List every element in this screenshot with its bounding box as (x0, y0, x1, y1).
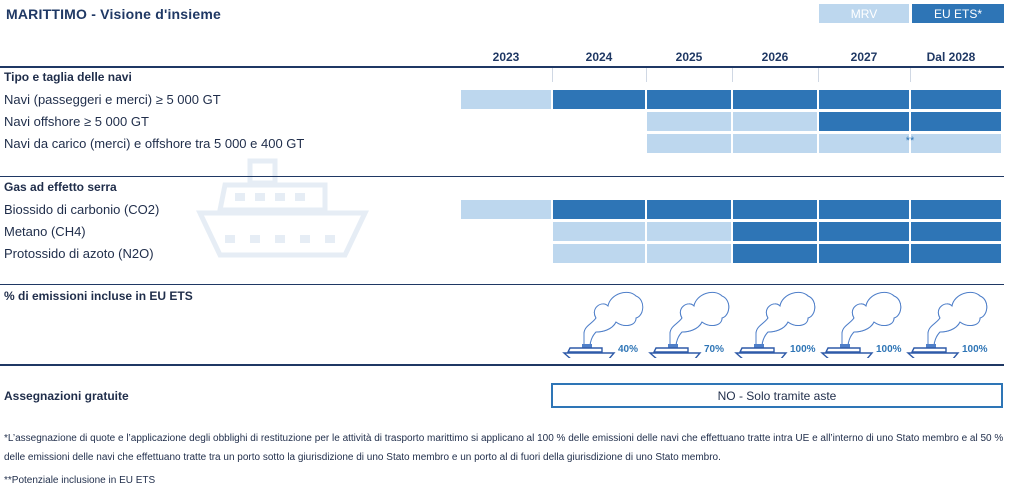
row-label: Biossido di carbonio (CO2) (4, 202, 160, 217)
emission-percent-2028: 100% (962, 344, 988, 355)
eu-ets-bar (819, 244, 909, 263)
eu-ets-bar (647, 200, 731, 219)
emission-percent-2026: 100% (790, 344, 816, 355)
free-allocation-label: Assegnazioni gratuite (4, 389, 129, 403)
row-label: Protossido di azoto (N2O) (4, 246, 154, 261)
column-divider (818, 68, 819, 82)
column-divider (910, 68, 911, 82)
mrv-bar (647, 134, 731, 153)
eu-ets-bar (819, 112, 909, 131)
emission-percent-2024: 40% (618, 344, 639, 355)
ship-types-heading: Tipo e taglia delle navi (4, 70, 132, 84)
footnote-1: *L’assegnazione di quote e l’applicazion… (4, 433, 1004, 463)
eu-ets-bar (911, 200, 1001, 219)
eu-ets-bar (647, 90, 731, 109)
footnote-2: **Potenziale inclusione in EU ETS (4, 475, 156, 486)
eu-ets-bar (911, 244, 1001, 263)
potential-inclusion-mark: ** (905, 135, 915, 147)
column-divider (732, 68, 733, 82)
eu-ets-toggle[interactable]: EU ETS* (912, 4, 1004, 23)
emission-percent-2027: 100% (876, 344, 902, 355)
mrv-bar (647, 112, 731, 131)
emission-ship-2024 (562, 286, 652, 361)
year-label-1: 2024 (585, 50, 613, 64)
ship-smoke-icon (562, 291, 644, 361)
eu-ets-bar (733, 200, 817, 219)
free-allocation-value: NO - Solo tramite aste (551, 383, 1003, 408)
row-label: Metano (CH4) (4, 224, 86, 239)
eu-ets-bar (553, 90, 645, 109)
ship-smoke-icon (648, 291, 730, 361)
mrv-bar (911, 134, 1001, 153)
eu-ets-bar (911, 90, 1001, 109)
header-divider (0, 66, 1004, 68)
year-label-5: Dal 2028 (926, 50, 976, 64)
divider (0, 284, 1004, 285)
mrv-bar (553, 222, 645, 241)
column-divider (552, 68, 553, 82)
mrv-bar (647, 222, 731, 241)
emission-percent-2025: 70% (704, 344, 725, 355)
eu-ets-bar (819, 222, 909, 241)
divider (0, 176, 1004, 177)
eu-ets-bar (819, 200, 909, 219)
year-label-4: 2027 (850, 50, 878, 64)
year-label-3: 2026 (761, 50, 789, 64)
gases-heading: Gas ad effetto serra (4, 180, 117, 194)
mrv-bar (647, 244, 731, 263)
column-divider (646, 68, 647, 82)
year-label-2: 2025 (675, 50, 703, 64)
mrv-bar (733, 112, 817, 131)
mrv-toggle[interactable]: MRV (819, 4, 909, 23)
eu-ets-bar (911, 112, 1001, 131)
year-label-0: 2023 (492, 50, 520, 64)
eu-ets-bar (733, 90, 817, 109)
emission-ship-2027 (820, 286, 910, 361)
ship-smoke-icon (820, 291, 902, 361)
row-label: Navi offshore ≥ 5 000 GT (4, 114, 149, 129)
mrv-bar (733, 134, 817, 153)
row-label: Navi da carico (merci) e offshore tra 5 … (4, 136, 305, 151)
eu-ets-bar (553, 200, 645, 219)
eu-ets-bar (733, 222, 817, 241)
mrv-bar (819, 134, 909, 153)
eu-ets-bar (911, 222, 1001, 241)
emissions-heading: % di emissioni incluse in EU ETS (4, 289, 193, 303)
eu-ets-bar (733, 244, 817, 263)
ship-watermark-icon (196, 158, 369, 258)
emission-ship-2025 (648, 286, 738, 361)
mrv-bar (553, 244, 645, 263)
divider (0, 364, 1004, 366)
eu-ets-bar (819, 90, 909, 109)
mrv-bar (461, 90, 551, 109)
row-label: Navi (passeggeri e merci) ≥ 5 000 GT (4, 92, 221, 107)
page-title: MARITTIMO - Visione d'insieme (6, 6, 222, 22)
mrv-bar (461, 200, 551, 219)
